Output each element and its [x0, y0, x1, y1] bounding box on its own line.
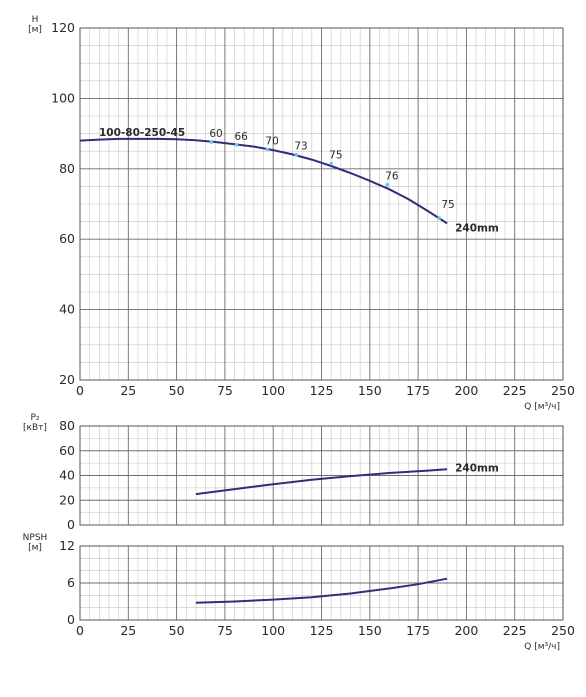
- efficiency-label: 75: [329, 150, 342, 162]
- npsh-y-axis-label: [м]: [28, 543, 42, 553]
- npsh-x-tick-label: 150: [358, 623, 382, 638]
- efficiency-label: 60: [209, 128, 222, 140]
- head-x-axis-label: Q [м³/ч]: [524, 402, 560, 412]
- head-x-tick-label: 125: [310, 383, 334, 398]
- power-y-axis-label: [кВт]: [23, 423, 47, 433]
- power-plot-frame: [79, 425, 564, 526]
- npsh-x-tick-label: 225: [503, 623, 527, 638]
- head-y-axis-label: H: [32, 15, 39, 25]
- npsh-major-grid: [79, 545, 564, 621]
- efficiency-marker: [437, 216, 442, 220]
- head-curve: [79, 137, 448, 225]
- npsh-x-tick-label: 100: [261, 623, 285, 638]
- npsh-x-tick-label: 250: [551, 623, 575, 638]
- npsh-plot-frame: [79, 545, 564, 621]
- head-x-tick-label: 100: [261, 383, 285, 398]
- efficiency-label: 70: [265, 135, 278, 147]
- npsh-x-tick-label: 125: [310, 623, 334, 638]
- efficiency-marker: [329, 161, 333, 166]
- npsh-x-tick-label: 175: [406, 623, 430, 638]
- npsh-curve: [195, 577, 448, 604]
- head-x-tick-label: 150: [358, 383, 382, 398]
- head-x-tick-label: 25: [120, 383, 136, 398]
- power-curve: [195, 468, 448, 496]
- head-y-tick-label: 40: [59, 302, 75, 317]
- npsh-x-tick-label: 200: [454, 623, 478, 638]
- power-y-tick-label: 40: [59, 468, 75, 483]
- head-y-tick-label: 100: [51, 90, 75, 105]
- npsh-x-tick-label: 50: [169, 623, 185, 638]
- head-x-tick-label: 200: [454, 383, 478, 398]
- efficiency-label: 73: [294, 141, 307, 153]
- npsh-x-tick-label: 0: [76, 623, 84, 638]
- npsh-y-tick-label: 6: [67, 575, 75, 590]
- head-x-tick-label: 0: [76, 383, 84, 398]
- power-y-tick-label: 60: [59, 443, 75, 458]
- head-y-tick-label: 20: [59, 372, 75, 387]
- efficiency-marker: [209, 140, 214, 144]
- head-panel: 20 40 60 80 100 120 0 25 50 75 100 125 150 175 200 225 2…: [28, 15, 575, 412]
- efficiency-marker: [385, 182, 389, 187]
- npsh-y-axis-label: NPSH: [23, 533, 48, 543]
- efficiency-marker: [265, 147, 270, 152]
- npsh-panel: 0 6 12 0 25 50 75 100 125 150 175 200 225 250 NPSH[м] Q…: [23, 533, 575, 652]
- power-series-label: 240mm: [455, 462, 499, 474]
- efficiency-label: 76: [385, 171, 399, 183]
- head-x-tick-label: 250: [551, 383, 575, 398]
- power-y-tick-label: 80: [59, 418, 75, 433]
- npsh-y-tick-label: 12: [59, 538, 75, 553]
- npsh-x-tick-label: 75: [217, 623, 233, 638]
- head-y-tick-label: 120: [51, 20, 75, 35]
- npsh-x-axis-label: Q [м³/ч]: [524, 642, 560, 652]
- power-major-grid: [79, 425, 564, 526]
- power-panel: 0 20 40 60 80 P₂[кВт] 240mm: [23, 413, 564, 532]
- head-x-tick-label: 50: [169, 383, 185, 398]
- head-y-tick-label: 60: [59, 231, 75, 246]
- efficiency-marker: [294, 152, 299, 157]
- head-y-axis-label: [м]: [28, 25, 42, 35]
- head-x-tick-label: 75: [217, 383, 233, 398]
- head-series-label: 240mm: [455, 222, 499, 234]
- power-y-axis-label: P₂: [30, 413, 39, 423]
- efficiency-label: 75: [441, 199, 454, 211]
- head-y-tick-label: 80: [59, 161, 75, 176]
- head-x-tick-label: 175: [406, 383, 430, 398]
- head-plot-frame: [79, 27, 564, 381]
- power-y-tick-label: 0: [67, 517, 75, 532]
- npsh-y-tick-label: 0: [67, 612, 75, 627]
- power-y-tick-label: 20: [59, 492, 75, 507]
- npsh-x-tick-label: 25: [120, 623, 136, 638]
- head-x-tick-label: 225: [503, 383, 527, 398]
- efficiency-label: 66: [234, 131, 248, 143]
- model-label: 100-80-250-45: [99, 127, 185, 139]
- efficiency-marker: [234, 143, 239, 147]
